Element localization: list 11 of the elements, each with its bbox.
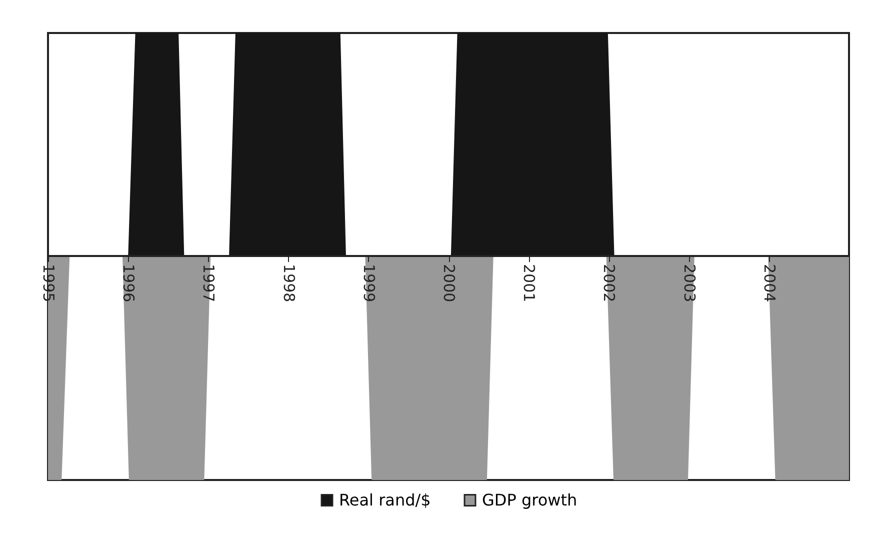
x-tick-label: 2001 xyxy=(520,264,538,302)
legend-label: GDP growth xyxy=(482,490,578,510)
x-tick-label: 1996 xyxy=(120,264,138,302)
x-tick-label: 1999 xyxy=(360,264,378,302)
x-tick-label: 2000 xyxy=(440,264,458,302)
x-tick-label: 1998 xyxy=(280,264,298,302)
x-tick-label: 1997 xyxy=(200,264,218,302)
x-tick-label: 2002 xyxy=(600,264,618,302)
legend-label: Real rand/$ xyxy=(339,490,431,510)
x-tick-label: 2003 xyxy=(680,264,698,302)
x-tick-label: 2004 xyxy=(760,264,778,302)
